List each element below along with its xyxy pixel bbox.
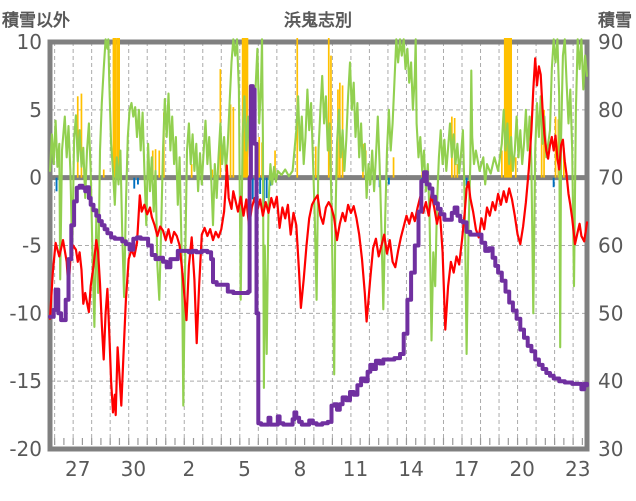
right-axis-title: 積雪 bbox=[598, 11, 632, 31]
plot-frame bbox=[47, 39, 590, 452]
svg-text:30: 30 bbox=[598, 437, 623, 461]
series-group bbox=[48, 38, 589, 427]
svg-text:50: 50 bbox=[598, 301, 623, 325]
svg-text:17: 17 bbox=[454, 457, 479, 481]
left-axis-title: 積雪以外 bbox=[2, 11, 70, 31]
svg-text:0: 0 bbox=[29, 166, 42, 190]
left-axis-ticks: 10 5 0 -5 -10 -15 -20 bbox=[9, 30, 42, 461]
svg-text:14: 14 bbox=[398, 457, 423, 481]
svg-text:90: 90 bbox=[598, 30, 623, 54]
svg-text:70: 70 bbox=[598, 166, 623, 190]
green-line bbox=[48, 38, 589, 407]
svg-text:-5: -5 bbox=[22, 234, 42, 258]
svg-text:5: 5 bbox=[238, 457, 251, 481]
svg-text:-20: -20 bbox=[9, 437, 42, 461]
right-axis-ticks: 90 80 70 60 50 40 30 bbox=[598, 30, 623, 461]
svg-text:23: 23 bbox=[565, 457, 590, 481]
purple-line-snow-depth bbox=[48, 84, 589, 427]
svg-text:40: 40 bbox=[598, 369, 623, 393]
svg-text:10: 10 bbox=[17, 30, 42, 54]
svg-text:20: 20 bbox=[509, 457, 534, 481]
svg-text:2: 2 bbox=[183, 457, 196, 481]
svg-text:30: 30 bbox=[121, 457, 146, 481]
svg-text:-10: -10 bbox=[9, 301, 42, 325]
svg-text:8: 8 bbox=[294, 457, 307, 481]
svg-text:5: 5 bbox=[29, 98, 42, 122]
x-axis-ticks: 27 30 2 5 8 11 14 17 20 23 bbox=[65, 457, 590, 481]
svg-text:27: 27 bbox=[65, 457, 90, 481]
svg-text:60: 60 bbox=[598, 234, 623, 258]
red-line bbox=[48, 57, 589, 417]
svg-text:11: 11 bbox=[343, 457, 368, 481]
chart-title: 浜鬼志別 bbox=[284, 11, 352, 31]
svg-text:-15: -15 bbox=[9, 369, 42, 393]
svg-text:80: 80 bbox=[598, 98, 623, 122]
